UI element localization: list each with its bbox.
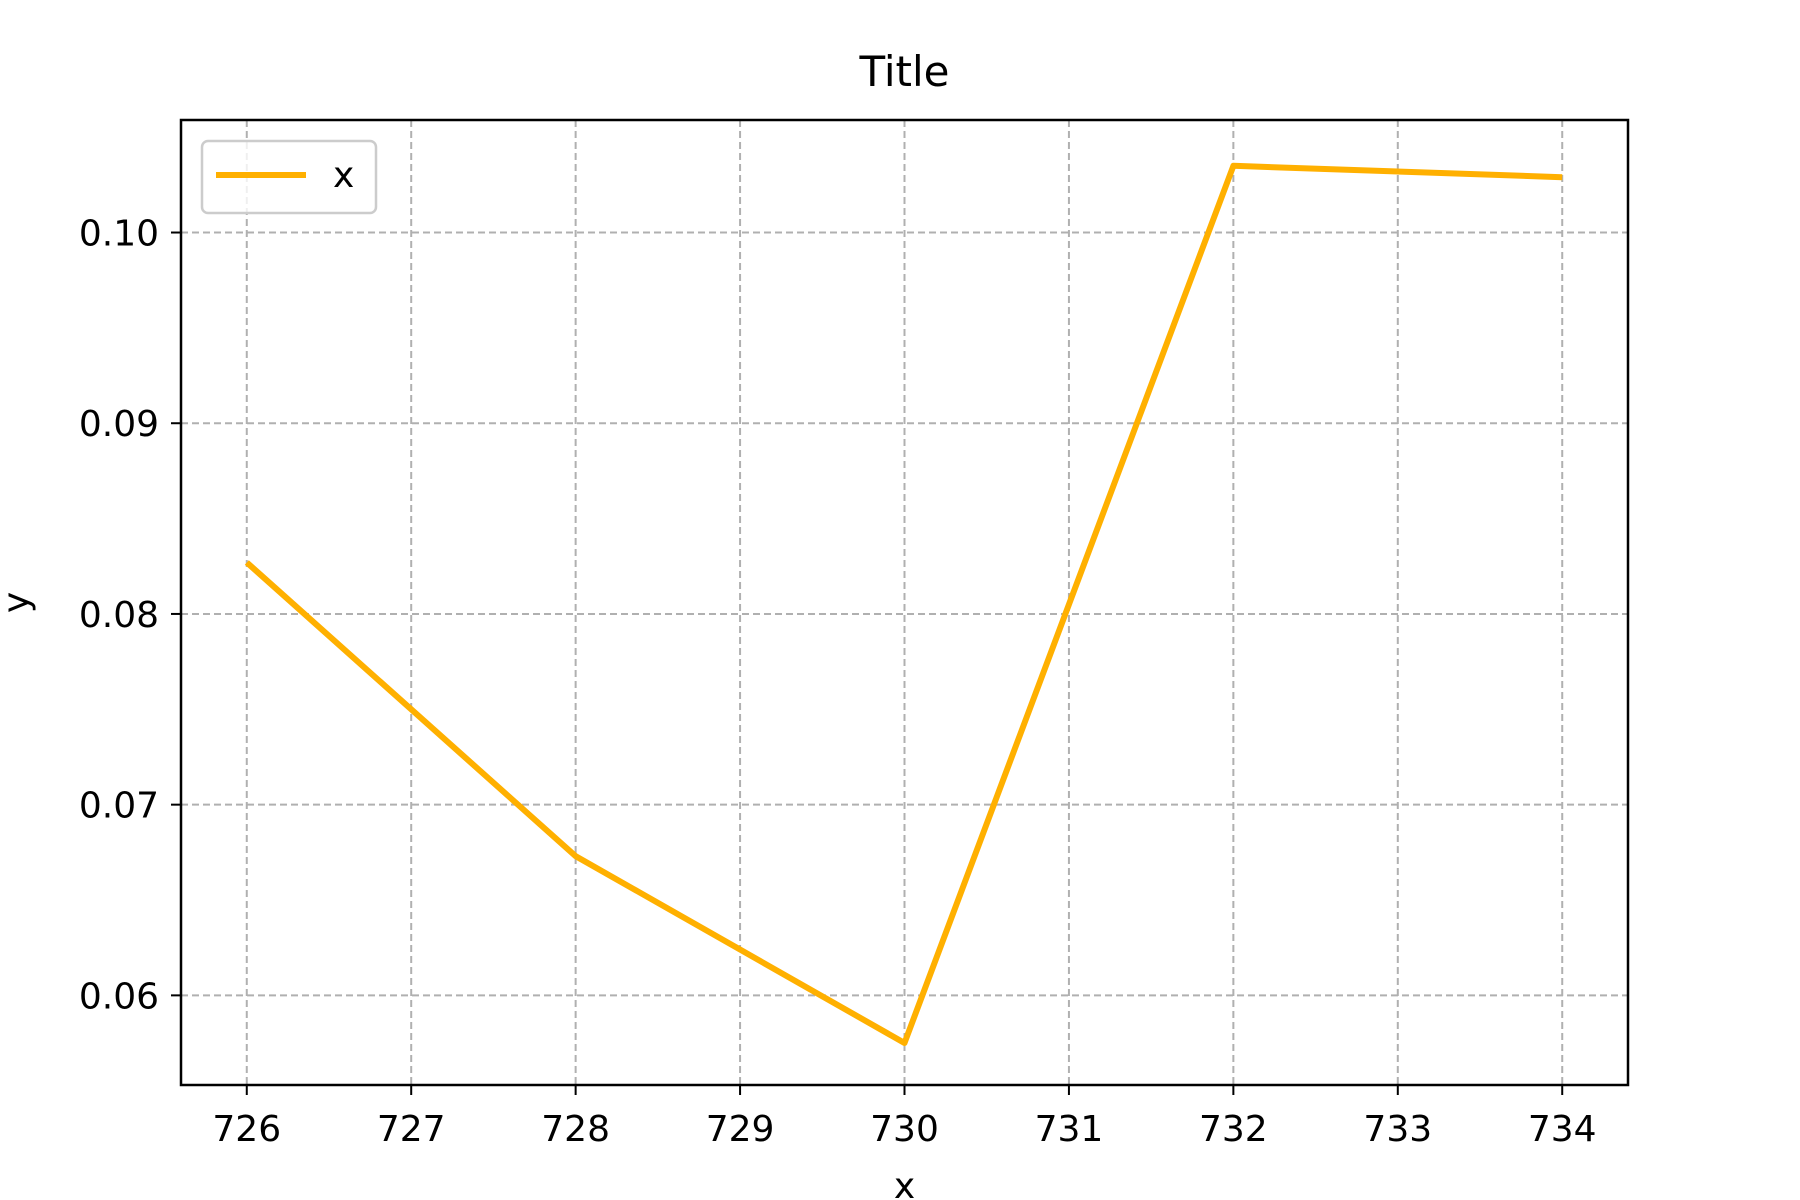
x-tick-label: 727 — [377, 1109, 446, 1150]
x-tick-label: 734 — [1528, 1109, 1597, 1150]
x-tick-label: 726 — [212, 1109, 281, 1150]
series-line-x — [244, 162, 1563, 1046]
legend: x — [200, 139, 378, 215]
x-axis-ticks: 726 727 728 729 730 731 732 733 734 — [212, 1085, 1597, 1150]
x-axis-label: x — [894, 1166, 915, 1200]
y-tick-label: 0.07 — [79, 786, 159, 827]
x-tick-label: 728 — [541, 1109, 610, 1150]
x-tick-label: 730 — [870, 1109, 939, 1150]
grid-lines — [181, 120, 1628, 1085]
y-axis-ticks: 0.06 0.07 0.08 0.09 0.10 — [79, 214, 181, 1017]
y-tick-label: 0.08 — [79, 595, 159, 636]
chart-title: Title — [858, 47, 949, 96]
y-tick-label: 0.09 — [79, 404, 159, 445]
y-tick-label: 0.10 — [79, 214, 159, 255]
legend-label: x — [333, 155, 354, 196]
y-axis-label: y — [0, 592, 37, 613]
x-tick-label: 732 — [1199, 1109, 1268, 1150]
x-tick-label: 731 — [1035, 1109, 1104, 1150]
series-lines — [244, 162, 1563, 1046]
y-tick-label: 0.06 — [79, 976, 159, 1017]
x-tick-label: 733 — [1363, 1109, 1432, 1150]
x-tick-label: 729 — [706, 1109, 775, 1150]
